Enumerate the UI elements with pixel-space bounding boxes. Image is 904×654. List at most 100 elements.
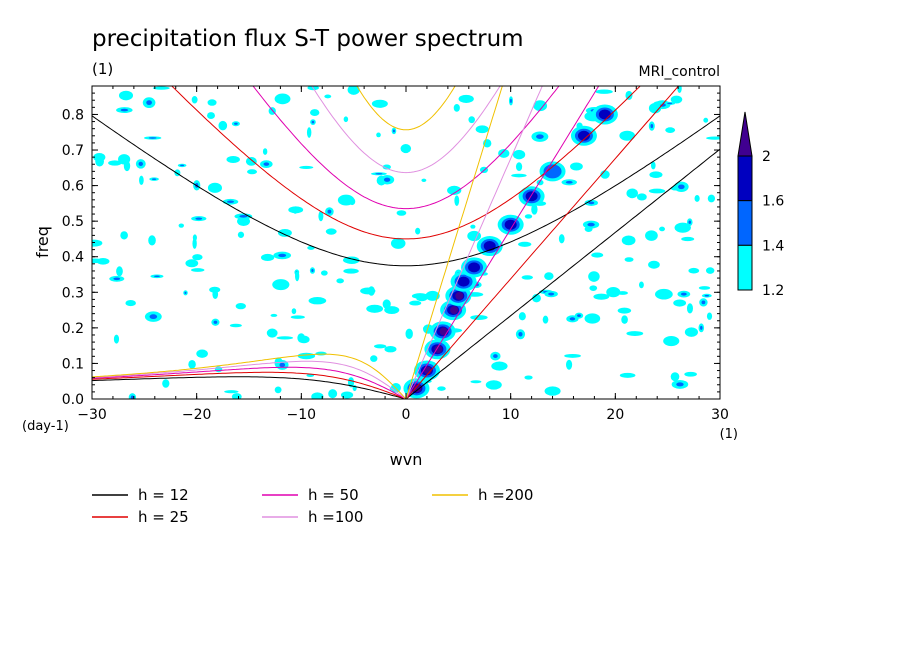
colorbar-segment — [737, 200, 753, 246]
power-contour-1.2 — [532, 294, 541, 303]
dispersion-curves — [92, 86, 720, 399]
x-axis-label: wvn — [390, 450, 423, 469]
power-contour-1.2 — [328, 389, 338, 399]
kelvin-contour-2 — [439, 327, 448, 336]
power-contour-1.2 — [318, 210, 324, 222]
power-contour-1.2 — [266, 328, 278, 338]
power-contour-1.2 — [229, 323, 242, 328]
power-contour-1.2 — [670, 372, 680, 382]
power-contour-1.2 — [384, 345, 397, 353]
kelvin-contour-1.6 — [457, 276, 470, 287]
power-contour-1.2 — [415, 227, 421, 235]
power-contour-1.4 — [278, 253, 287, 258]
power-contour-1.2 — [113, 334, 120, 344]
power-contour-1.2 — [118, 90, 134, 101]
power-contour-1.4 — [279, 362, 286, 368]
power-contour-1.4 — [569, 317, 576, 321]
power-contour-1.4 — [493, 354, 498, 359]
y-tick-label: 0.5 — [62, 214, 84, 230]
power-contour-1.2 — [396, 210, 407, 216]
y-tick-label: 0.6 — [62, 179, 84, 195]
power-contour-1.2 — [207, 99, 217, 106]
power-contour-1.2 — [400, 144, 412, 154]
power-contour-1.2 — [707, 194, 716, 203]
power-contour-1.2 — [542, 315, 549, 324]
power-contour-1.2 — [621, 235, 636, 246]
power-contour-1.4 — [680, 292, 687, 296]
power-contour-1.2 — [705, 267, 715, 274]
power-contour-1.2 — [511, 173, 527, 178]
power-contour-1.2 — [178, 223, 184, 228]
power-contour-1.4 — [383, 177, 391, 182]
inertia-gravity-curve — [311, 86, 501, 174]
power-contour-1.2 — [437, 386, 446, 391]
inertia-gravity-curve — [252, 86, 560, 210]
power-contour-1.2 — [617, 291, 628, 295]
power-contour-1.4 — [375, 173, 383, 175]
kelvin-contour-2 — [423, 366, 432, 375]
power-contour-1.2 — [564, 353, 581, 358]
power-contour-1.2 — [274, 386, 282, 394]
power-contour-1.4 — [676, 382, 684, 387]
power-contour-1.2 — [663, 335, 680, 347]
power-contour-1.2 — [498, 148, 510, 158]
kelvin-contour-1.6 — [598, 109, 611, 120]
power-contour-1.4 — [688, 220, 692, 224]
power-contour-1.2 — [235, 302, 246, 310]
power-contour-1.2 — [212, 289, 219, 300]
equatorial-rossby-curve — [92, 353, 407, 399]
power-contour-1.2 — [308, 297, 327, 305]
power-contour-1.2 — [524, 375, 533, 380]
power-contour-1.4 — [213, 320, 218, 324]
power-contour-1.2 — [491, 361, 508, 371]
power-contour-1.2 — [270, 313, 278, 317]
power-contour-1.2 — [376, 132, 381, 138]
power-contour-1.2 — [584, 313, 601, 324]
power-contour-1.4 — [113, 277, 121, 281]
inertia-gravity-curve — [92, 115, 720, 267]
power-contour-1.4 — [588, 201, 595, 205]
power-contour-1.2 — [324, 94, 332, 99]
y-tick-label: 0.8 — [62, 107, 84, 123]
colorbar-segment — [737, 155, 753, 202]
power-contour-1.4 — [239, 215, 248, 218]
power-contour-1.2 — [544, 386, 561, 396]
power-contour-1.2 — [645, 230, 658, 241]
power-contour-1.2 — [458, 94, 474, 103]
colorbar-label: 1.4 — [762, 238, 784, 254]
y-tick-label: 0.7 — [62, 143, 84, 159]
kelvin-contour-2 — [434, 345, 443, 354]
power-contour-1.2 — [260, 253, 275, 262]
power-contour-1.2 — [218, 120, 228, 131]
power-contour-1.2 — [674, 222, 691, 233]
power-contour-1.2 — [521, 275, 533, 280]
power-contour-1.2 — [349, 197, 356, 206]
power-contour-1.2 — [453, 103, 460, 112]
colorbar: 1.2 1.4 1.6 2 — [737, 111, 784, 299]
power-contour-1.2 — [340, 391, 354, 399]
power-contour-1.2 — [224, 390, 239, 394]
power-contour-1.2 — [306, 127, 312, 138]
power-contour-1.2 — [673, 299, 687, 307]
power-contour-1.2 — [470, 315, 488, 320]
power-contour-1.2 — [108, 160, 122, 166]
power-contours — [92, 86, 720, 399]
power-contour-1.2 — [116, 266, 123, 277]
power-contour-1.2 — [589, 285, 598, 291]
power-contour-1.2 — [600, 170, 610, 179]
power-contour-1.2 — [226, 156, 240, 164]
power-contour-1.2 — [382, 164, 391, 170]
power-contour-1.2 — [570, 162, 583, 171]
power-contour-1.2 — [148, 235, 156, 246]
power-contour-1.4 — [263, 162, 270, 166]
power-contour-1.2 — [515, 162, 523, 172]
power-contour-1.2 — [191, 95, 198, 104]
colorbar-extend-arrow — [737, 111, 753, 157]
power-contour-1.2 — [626, 188, 638, 199]
power-contour-1.2 — [120, 231, 128, 240]
power-contour-1.2 — [405, 328, 413, 340]
power-contour-1.2 — [298, 335, 310, 344]
kelvin-curve — [405, 86, 680, 399]
legend-label: h = 12 — [138, 486, 189, 504]
power-contour-1.2 — [659, 226, 665, 232]
